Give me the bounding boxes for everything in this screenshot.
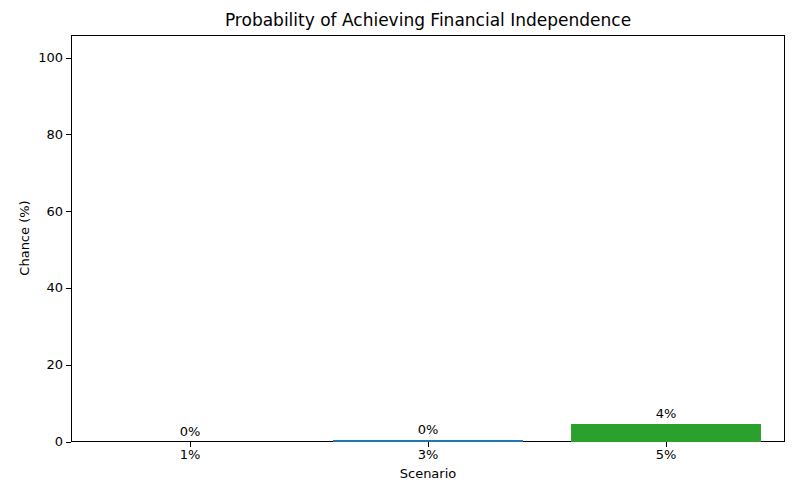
y-tick-label: 20 <box>18 357 63 373</box>
bar <box>333 440 523 442</box>
figure: Probability of Achieving Financial Indep… <box>0 0 800 500</box>
plot-area <box>71 35 785 442</box>
y-tick-mark <box>66 58 71 59</box>
chart-title: Probability of Achieving Financial Indep… <box>71 10 785 30</box>
x-tick-label: 1% <box>150 447 230 463</box>
bar-value-label: 4% <box>626 406 706 421</box>
y-tick-mark <box>66 134 71 135</box>
y-tick-label: 0 <box>18 434 63 450</box>
y-tick-mark <box>66 365 71 366</box>
y-axis-label: Chance (%) <box>17 200 32 275</box>
y-tick-mark <box>66 442 71 443</box>
y-tick-label: 100 <box>18 50 63 66</box>
bar-value-label: 0% <box>150 424 230 439</box>
x-tick-label: 5% <box>626 447 706 463</box>
y-tick-label: 40 <box>18 280 63 296</box>
x-tick-label: 3% <box>388 447 468 463</box>
y-tick-label: 80 <box>18 127 63 143</box>
x-axis-label: Scenario <box>71 466 785 481</box>
bar <box>571 424 761 442</box>
bar-value-label: 0% <box>388 422 468 437</box>
y-tick-mark <box>66 288 71 289</box>
y-tick-mark <box>66 211 71 212</box>
